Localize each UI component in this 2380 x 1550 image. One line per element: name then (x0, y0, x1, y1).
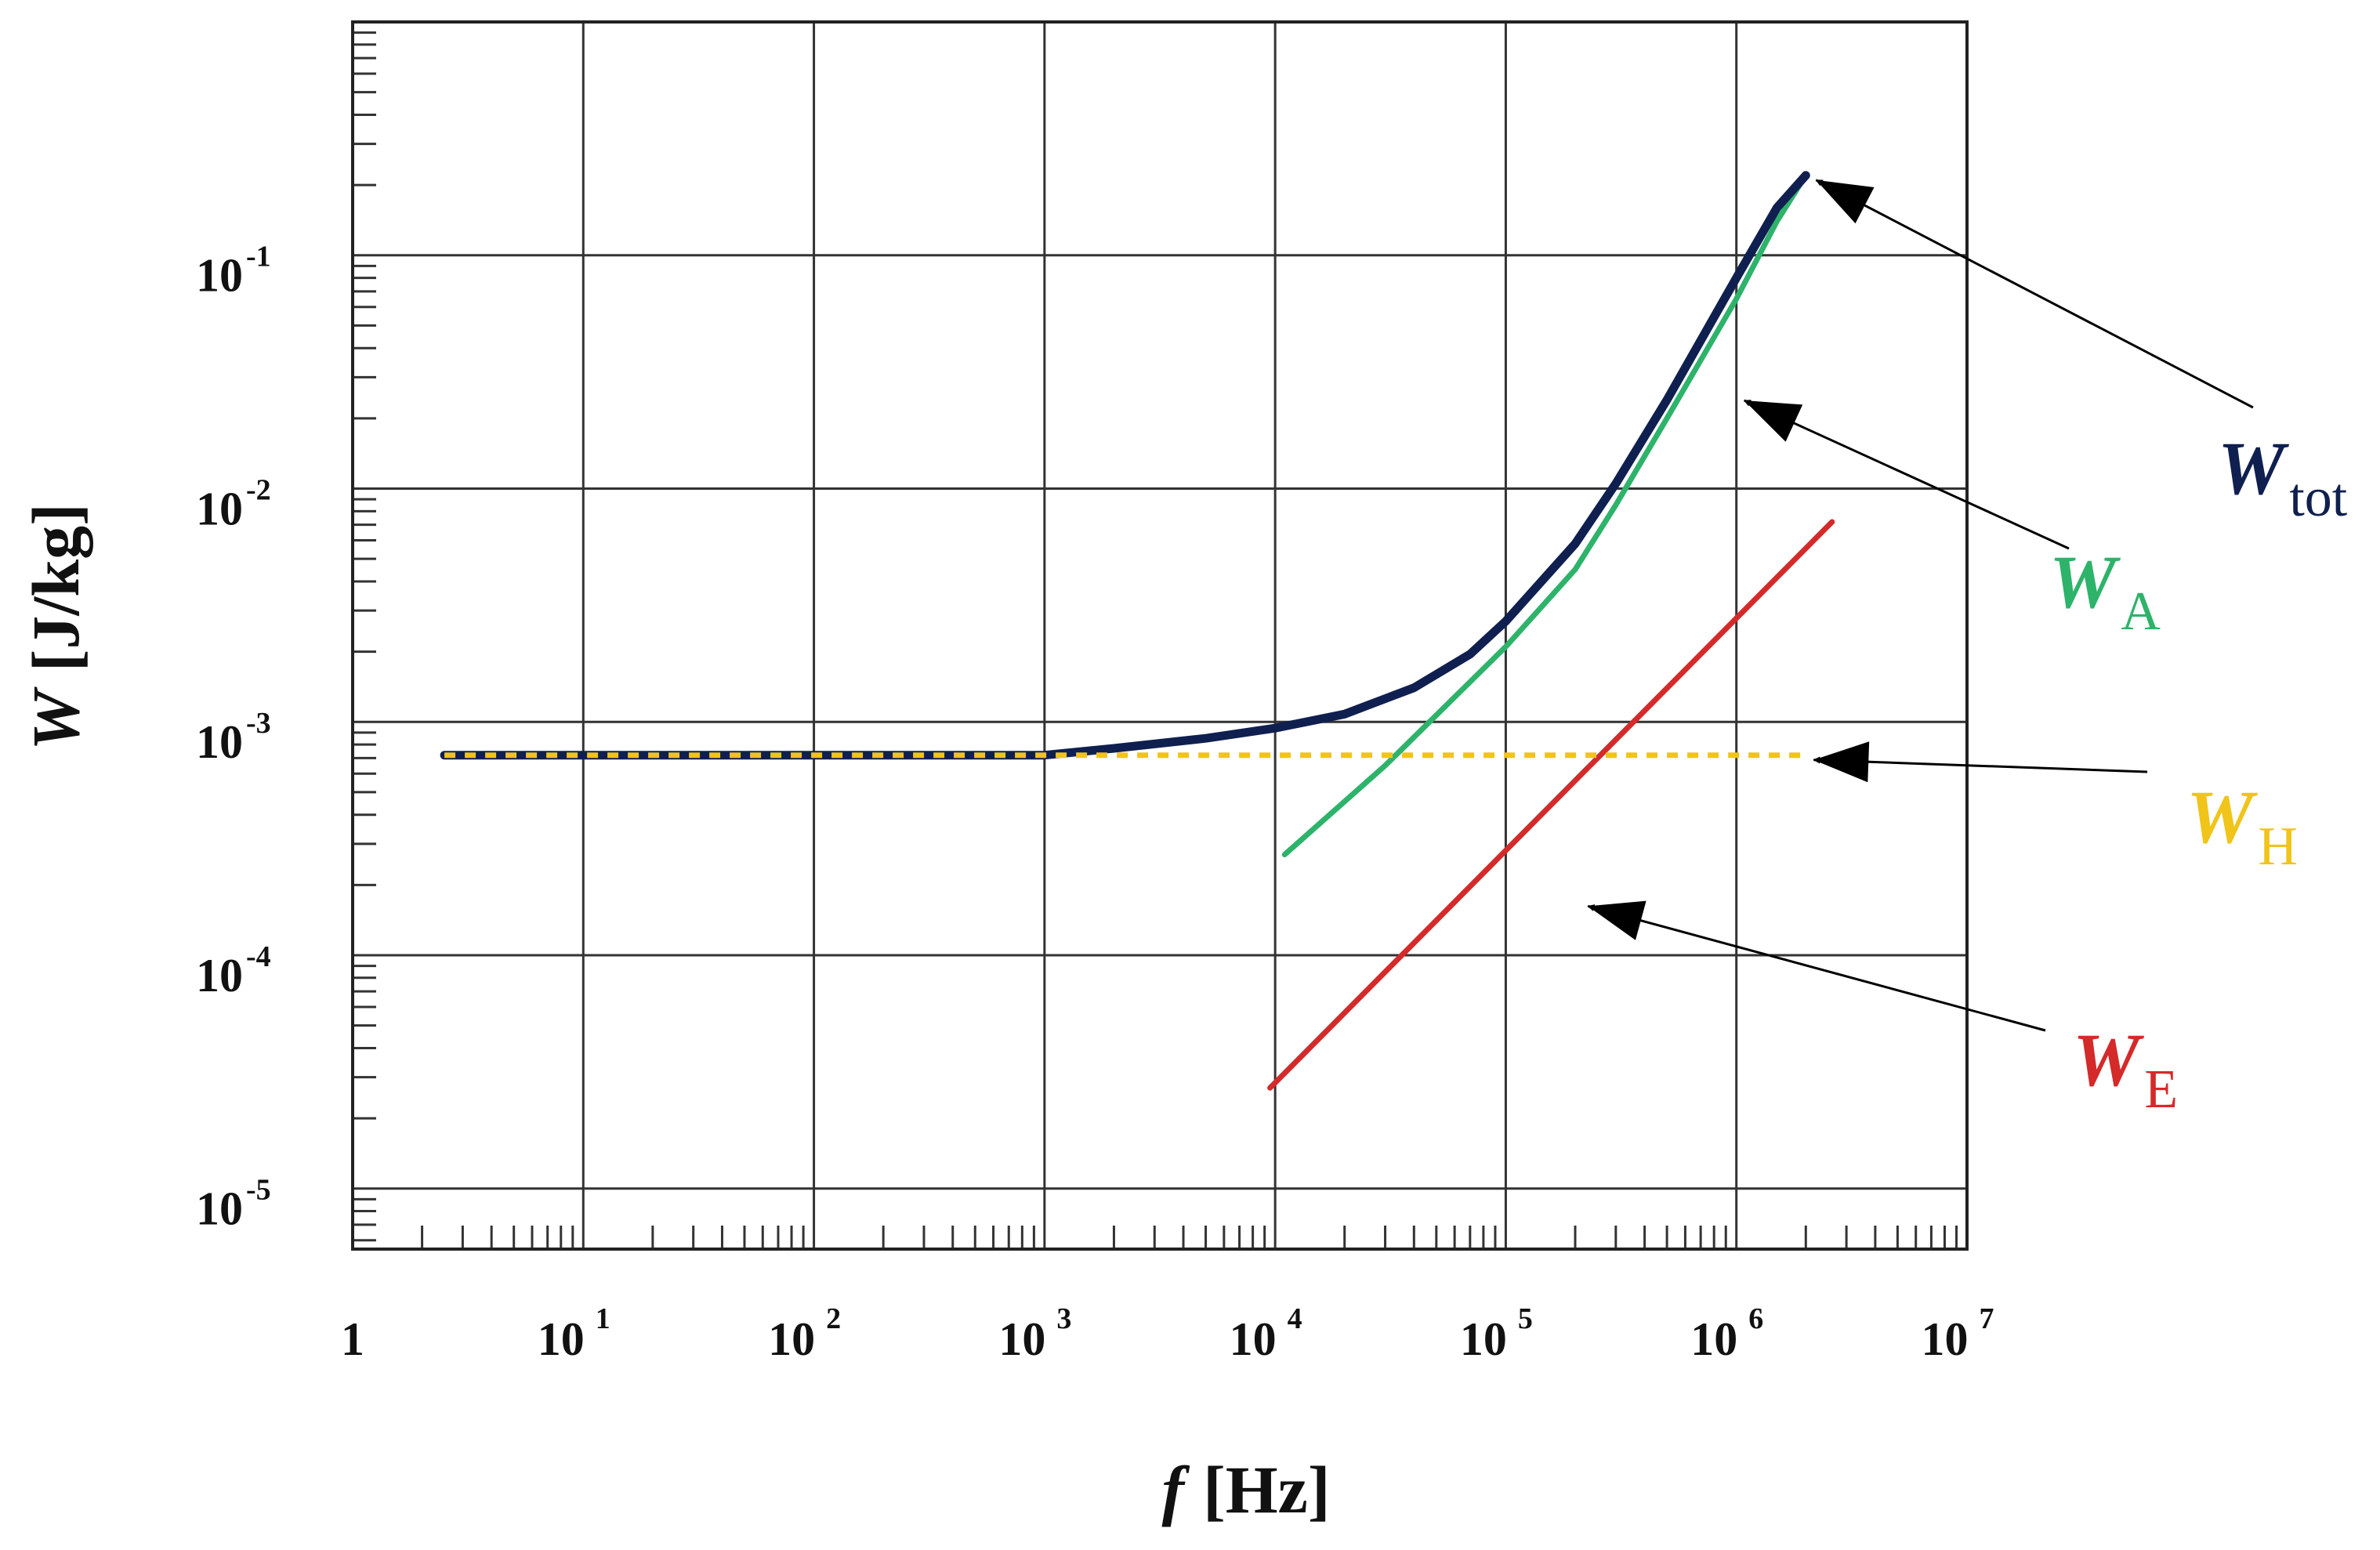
annotation-arrow-w-e (1587, 904, 2046, 1032)
series-line-w-tot (440, 171, 1810, 760)
legend-label-w-e: WE (2073, 1018, 2178, 1120)
legend-label-w-h: WH (2186, 775, 2298, 877)
x-tick-label: 10 2 (768, 1302, 841, 1365)
annotation-arrowhead (1813, 741, 1870, 783)
series-line-w-e (1267, 519, 1835, 1091)
legend-label-w-a: WA (2049, 540, 2161, 642)
x-tick-label: 10 7 (1922, 1302, 1994, 1365)
annotation-layer: Wtot WA WH WE (1587, 179, 2348, 1120)
y-tick-label: 10 -3 (196, 707, 271, 768)
x-tick-label: 10 4 (1230, 1302, 1302, 1365)
plot-frame (351, 20, 1969, 1251)
series-line-w-a (1281, 172, 1809, 857)
grid-layer (353, 22, 1967, 1249)
annotation-arrowhead (1588, 900, 1646, 940)
x-tick-label: 1 (341, 1313, 364, 1365)
annotation-arrowhead (1816, 179, 1875, 224)
annotation-arrow-w-tot (1815, 179, 2254, 409)
y-tick-label: 10 -1 (196, 241, 271, 302)
y-axis-label: W[J/kg] (18, 503, 93, 750)
x-axis-label: f [Hz] (1162, 1452, 1331, 1527)
annotation-arrowhead (1744, 400, 1803, 442)
minor-tick-layer (353, 31, 1958, 1249)
y-tick-label: 10 -5 (196, 1174, 271, 1235)
annotation-arrow-w-a (1743, 399, 2070, 550)
tick-label-layer: 1 10 1 10 2 10 3 10 4 10 5 10 6 10 7 10 -1 10 -2 10 -3 10 -4 10… (196, 241, 1994, 1365)
y-tick-label: 10 -2 (196, 473, 271, 534)
legend-label-w-tot: Wtot (2218, 426, 2348, 528)
x-tick-label: 10 6 (1690, 1302, 1763, 1365)
x-tick-label: 10 3 (998, 1302, 1071, 1365)
x-tick-label: 10 1 (538, 1302, 610, 1365)
y-tick-label: 10 -4 (196, 940, 271, 1001)
annotation-arrow-w-h (1813, 756, 2148, 773)
x-tick-label: 10 5 (1460, 1302, 1533, 1365)
series-layer (440, 171, 1835, 1091)
